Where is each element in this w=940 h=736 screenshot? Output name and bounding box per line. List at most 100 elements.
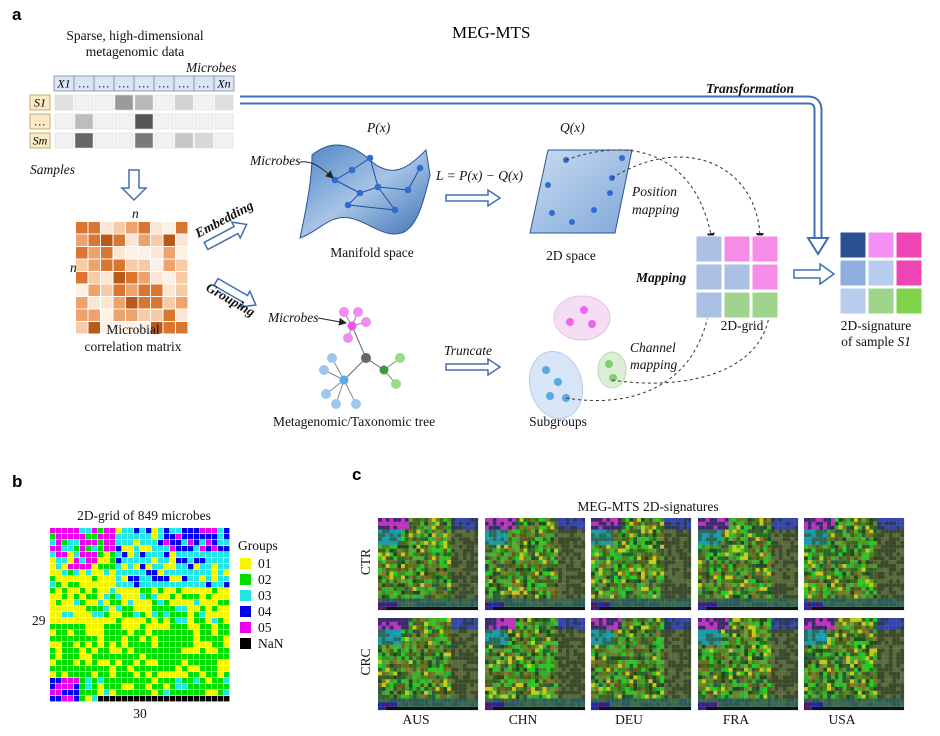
signature-pixel bbox=[470, 648, 475, 653]
signature-pixel bbox=[389, 552, 394, 557]
signature-pixel bbox=[671, 575, 676, 580]
signature-pixel bbox=[850, 590, 855, 595]
signature-pixel bbox=[416, 694, 421, 699]
signature-pixel bbox=[621, 567, 626, 572]
signature-pixel bbox=[701, 556, 706, 561]
signature-pixel bbox=[748, 587, 752, 591]
signature-pixel bbox=[546, 618, 551, 622]
signature-pixel bbox=[561, 518, 566, 522]
grid-b-cell bbox=[134, 534, 140, 540]
signature-pixel bbox=[466, 652, 471, 657]
signature-pixel bbox=[675, 533, 680, 538]
signature-pixel bbox=[652, 587, 657, 591]
grid-b-cell bbox=[86, 552, 92, 558]
signature-pixel bbox=[492, 594, 497, 599]
data-cell bbox=[94, 94, 114, 111]
signature-pixel bbox=[393, 671, 398, 676]
signature-pixel bbox=[565, 552, 570, 557]
grid-b-cell bbox=[212, 600, 218, 606]
signature-pixel bbox=[811, 556, 816, 561]
signature-pixel bbox=[709, 579, 714, 584]
signature-pixel bbox=[633, 548, 638, 553]
signature-pixel bbox=[561, 621, 566, 626]
grid-b-cell bbox=[194, 606, 200, 612]
grid-b-cell bbox=[92, 660, 98, 666]
grid-b-cell bbox=[104, 648, 110, 654]
signature-pixel bbox=[401, 575, 406, 580]
signature-pixel bbox=[542, 556, 547, 561]
signature-pixel bbox=[542, 594, 547, 599]
grid-b-cell bbox=[212, 636, 218, 642]
signature-pixel bbox=[515, 625, 520, 630]
signature-pixel bbox=[755, 521, 760, 526]
signature-pixel bbox=[573, 575, 578, 580]
signature-pixel bbox=[404, 541, 409, 545]
signature-tile bbox=[378, 518, 479, 611]
signature-pixel bbox=[759, 529, 764, 534]
signature-pixel bbox=[602, 583, 607, 588]
manifold-edge bbox=[334, 179, 361, 194]
signature-pixel bbox=[404, 660, 409, 665]
panel-b: 2D-grid of 849 microbes 29 30 Groups 010… bbox=[32, 508, 284, 721]
signature-pixel bbox=[404, 690, 409, 695]
signature-pixel bbox=[431, 675, 436, 680]
signature-pixel bbox=[625, 590, 630, 595]
grid-b-cell bbox=[98, 600, 104, 606]
signature-pixel bbox=[458, 652, 463, 657]
signature-pixel bbox=[617, 560, 622, 565]
signature-pixel bbox=[508, 575, 513, 580]
signature-pixel bbox=[397, 598, 402, 603]
signature-pixel bbox=[771, 529, 776, 534]
grid-b-cell bbox=[110, 654, 116, 660]
grid-b-cell bbox=[74, 642, 80, 648]
signature-pixel bbox=[439, 694, 444, 699]
plane-dot bbox=[545, 182, 551, 188]
signature-pixel bbox=[815, 552, 820, 557]
signature-pixel bbox=[496, 625, 501, 630]
signature-pixel bbox=[625, 537, 630, 542]
signature-pixel bbox=[569, 521, 574, 526]
signature-pixel bbox=[389, 637, 394, 642]
grid-b-cell bbox=[188, 636, 194, 642]
signature-pixel bbox=[428, 698, 432, 703]
signature-pixel bbox=[834, 533, 839, 538]
signature-pixel bbox=[728, 556, 733, 561]
signature-pixel bbox=[458, 618, 463, 622]
signature-pixel bbox=[393, 618, 398, 622]
grid-b-cell bbox=[50, 594, 56, 600]
signature-pixel bbox=[485, 629, 489, 634]
signature-pixel bbox=[728, 579, 733, 584]
signature-pixel bbox=[435, 533, 440, 538]
signature-pixel bbox=[790, 552, 795, 557]
signature-pixel bbox=[519, 529, 524, 534]
grid-b-cell bbox=[80, 648, 86, 654]
signature-pixel bbox=[701, 598, 706, 603]
grid-b-cell bbox=[140, 612, 146, 618]
signature-pixel bbox=[679, 518, 684, 522]
signature-pixel bbox=[660, 567, 665, 572]
signature-pixel bbox=[451, 598, 456, 603]
signature-pixel bbox=[744, 583, 749, 588]
signature-pixel bbox=[412, 548, 417, 553]
signature-pixel bbox=[594, 548, 599, 553]
signature-pixel bbox=[614, 548, 619, 553]
grid-b-cell bbox=[182, 540, 188, 546]
matrix-cell bbox=[163, 247, 175, 259]
signature-pixel bbox=[873, 548, 878, 553]
signature-pixel bbox=[598, 548, 603, 553]
signature-nan-row bbox=[493, 607, 585, 610]
signature-pixel bbox=[811, 564, 816, 568]
signature-pixel bbox=[625, 518, 630, 522]
signature-pixel bbox=[664, 567, 669, 572]
grid-b-cell bbox=[134, 672, 140, 678]
signature-pixel bbox=[381, 683, 386, 688]
matrix-cell bbox=[126, 284, 138, 296]
grid-b-cell bbox=[176, 552, 182, 558]
matrix-cell bbox=[163, 259, 175, 271]
grid-b-cell bbox=[128, 618, 134, 624]
signature-pixel bbox=[865, 579, 870, 584]
signature-pixel bbox=[435, 529, 440, 534]
signature-pixel bbox=[408, 583, 413, 588]
signature-pixel bbox=[577, 621, 582, 626]
signature-pixel bbox=[492, 533, 497, 538]
